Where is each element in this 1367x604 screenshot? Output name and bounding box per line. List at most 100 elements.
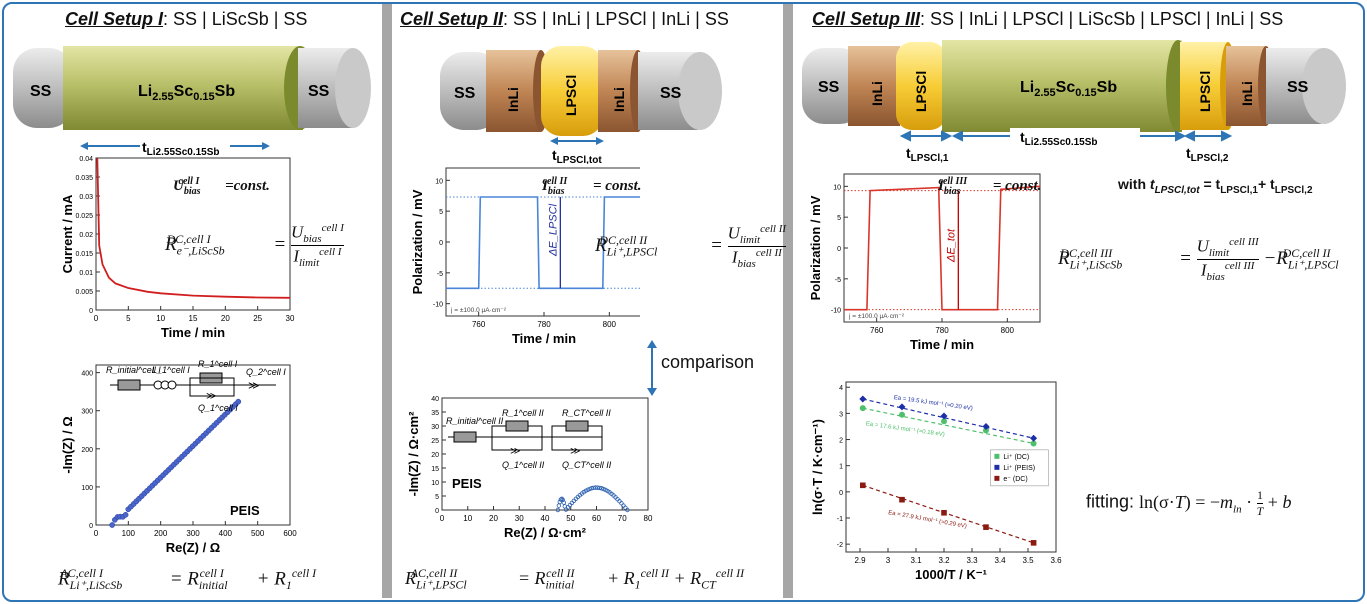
arrhenius-point: [860, 482, 866, 489]
arrhenius-point: [859, 395, 867, 403]
setup1-cylinder: SS SS Li2.55Sc0.15Sb: [13, 46, 371, 130]
arrhenius-y-tick-label: 1: [839, 464, 843, 471]
arrhenius-point: [941, 418, 947, 425]
arrhenius-x-tick-label: 2.9: [854, 556, 866, 565]
comparison-arrow: [647, 340, 657, 396]
current-chart-x-tick-label: 15: [189, 314, 198, 323]
pol2-y-tick-label: -5: [437, 271, 443, 278]
arrhenius-point: [1030, 434, 1038, 442]
peis2-label-r-initial: R_initial^cell II: [446, 416, 504, 426]
pol2-y-tick-label: 0: [439, 240, 443, 247]
current-chart-y-tick-label: 0.02: [79, 232, 93, 239]
setup2-formula-ac: RLi⁺,LPSClAC,cell II = Rinitialcell II +…: [405, 566, 745, 592]
setup1-header: Cell Setup I: SS | LiScSb | SS: [65, 9, 307, 30]
peis1-y-tick-label: 300: [81, 409, 93, 416]
peis2-tag: PEIS: [452, 476, 482, 491]
setup2-bias: Ibiascell II = const.: [542, 176, 642, 197]
setup1-title: Cell Setup I: [65, 9, 164, 29]
peis2-y-tick-label: 25: [431, 438, 439, 445]
pol3-y-tick-label: 10: [833, 184, 841, 191]
current-chart-x-tick-label: 20: [221, 314, 230, 323]
arrhenius-point: [983, 524, 989, 530]
current-chart-y-tick-label: 0: [89, 308, 93, 315]
arrhenius-point: [899, 496, 905, 503]
setup2-thickness: tLPSCl,tot: [550, 137, 604, 164]
pol3-y-tick-label: 0: [837, 246, 841, 253]
arrhenius-legend-label: e⁻ (DC): [1003, 476, 1027, 483]
arrhenius-legend-box: [990, 449, 1049, 487]
setup2-ss-right-label: SS: [660, 85, 682, 102]
peis2-y-tick-label: 15: [431, 466, 439, 473]
arrhenius-point: [859, 405, 866, 412]
peis1-point: [109, 522, 116, 528]
peis2-point: [623, 505, 628, 510]
current-chart-y-tick-label: 0.035: [75, 175, 93, 182]
setup2-formula-dc: RLi⁺,LPSClDC,cell II = Ulimitcell II Ibia…: [595, 223, 787, 271]
peis2-y-tick-label: 30: [431, 424, 439, 431]
peis2-label-rct: R_CT^cell II: [562, 408, 611, 418]
peis1-circuit: ≫ ≫ R_initial^cell IL_1^cell I R_1^cell I Q_…: [106, 359, 286, 413]
peis1-label-r1: R_1^cell I: [198, 359, 238, 369]
pol2-x-tick-label: 780: [537, 320, 551, 329]
current-series-line: [96, 157, 291, 299]
pol2-y-tick-label: 5: [439, 209, 443, 216]
setup3-ss-right-label: SS: [1287, 79, 1309, 96]
peis2-x-tick-label: 0: [440, 514, 445, 523]
setup3-bias: Ibiascell III = const.: [938, 176, 1042, 197]
current-chart-x-tick-label: 5: [126, 314, 131, 323]
peis2-circuit: ≫ ≫ R_initial^cell IIR_1^cell II R_CT^cell …: [446, 408, 612, 470]
arrhenius-point: [898, 403, 906, 411]
peis2-point: [625, 507, 630, 513]
current-chart-y-tick-label: 0.01: [79, 270, 93, 277]
arrhenius-plot-frame: [845, 381, 1057, 553]
current-chart-x-tick-label: 10: [156, 314, 165, 323]
pol3-y-axis-label: Polarization / mV: [808, 195, 823, 300]
peis2-point: [555, 507, 561, 513]
pol2-y-axis-label: Polarization / mV: [410, 189, 425, 294]
peis1-inductor-coil: [167, 380, 177, 390]
peis1-x-tick-label: 400: [219, 529, 233, 538]
peis2-point: [587, 486, 592, 492]
peis2-point: [595, 485, 600, 490]
peis1-y-tick-label: 200: [81, 447, 93, 454]
current-chart-y-tick-label: 0.04: [79, 156, 93, 163]
ss-right-face: [335, 48, 371, 128]
arrhenius-point: [941, 509, 947, 516]
arrhenius-x-tick-label: 3.6: [1050, 556, 1062, 565]
arrhenius-x-tick-label: 3.4: [994, 556, 1006, 565]
peis2-x-axis-label: Re(Z) / Ω·cm²: [504, 525, 587, 540]
arrhenius-y-tick-label: -1: [837, 516, 843, 523]
current-chart-y-axis-label: Current / mA: [60, 194, 75, 273]
current-chart-x-tick-label: 0: [94, 314, 99, 323]
peis2-label-q1: Q_1^cell II: [502, 460, 545, 470]
arrhenius-x-tick-label: 3: [886, 556, 891, 565]
arrhenius-annotation-peis: Ea = 19.5 kJ mol⁻¹ (≈0.20 eV): [893, 395, 973, 412]
peis2-point: [589, 486, 594, 491]
liscsb-body: [63, 46, 303, 130]
setup2-config: : SS | InLi | LPSCl | InLi | SS: [503, 9, 729, 29]
peis2-x-tick-label: 20: [489, 514, 498, 523]
peis1-label-q1: Q_1^cell I: [198, 403, 238, 413]
pol2-x-axis-label: Time / min: [512, 331, 576, 346]
arrhenius-x-tick-label: 3.5: [1022, 556, 1034, 565]
pol2-x-tick-label: 800: [603, 320, 617, 329]
setup2-ss-left-label: SS: [454, 85, 476, 102]
divider-right: [783, 4, 793, 598]
peis1-y-tick-label: 0: [89, 523, 93, 530]
peis2-x-tick-label: 70: [618, 514, 627, 523]
peis1-x-tick-label: 300: [186, 529, 200, 538]
setup2-lpscl-label: LPSCl: [563, 75, 579, 116]
current-time-chart: 0 5 10 15 20 25 30 0.04 0.035 0.03 0.025 0.02 0.015 0…: [60, 156, 295, 340]
arrhenius-legend-marker: [994, 475, 1000, 481]
peis2-label-r1: R_1^cell II: [502, 408, 544, 418]
current-chart-y-tick-label: 0.025: [75, 213, 93, 220]
pol3-series-line: [844, 185, 1041, 311]
peis2-point: [599, 486, 604, 491]
setup3-inli-right-label: InLi: [1239, 81, 1255, 106]
setup3-thicknesses: tLPSCl,1 tLi2.55Sc0.15Sb tLPSCl,2: [900, 128, 1233, 164]
peis2-y-tick-label: 35: [431, 410, 439, 417]
peis2-y-axis-label: -Im(Z) / Ω·cm²: [406, 411, 421, 496]
arrhenius-point: [899, 411, 905, 418]
